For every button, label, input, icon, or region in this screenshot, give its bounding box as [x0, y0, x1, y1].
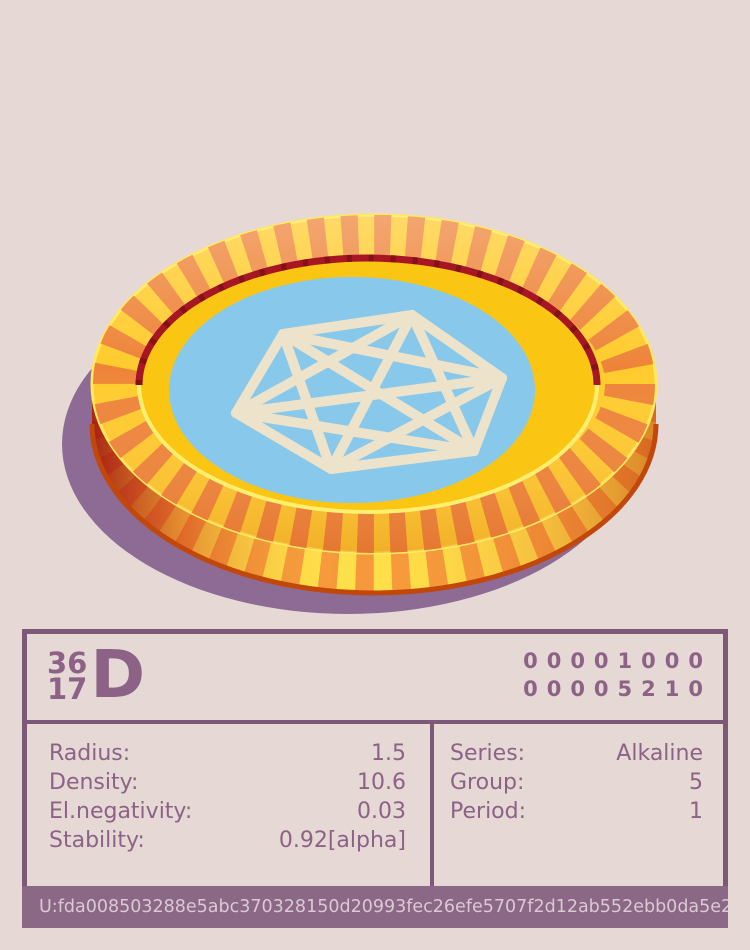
- binary-code-line-1: 00001000: [523, 649, 712, 673]
- property-value: 5: [689, 770, 703, 795]
- property-label: Radius:: [49, 741, 131, 766]
- property-label: Series:: [450, 741, 526, 766]
- property-value: 1: [689, 799, 703, 824]
- property-label: El.negativity:: [49, 799, 193, 824]
- property-value: 10.6: [357, 770, 406, 795]
- column-divider: [430, 724, 434, 887]
- coin-face: [90, 213, 658, 555]
- property-label: Group:: [450, 770, 525, 795]
- property-value: 0.03: [357, 799, 406, 824]
- element-card: 36 17 D 00001000 00005210 Radius: 1.5 De…: [22, 629, 728, 928]
- coin-bottom-rim: [89, 423, 659, 596]
- property-label: Period:: [450, 799, 527, 824]
- coin-recess-stripe-texture: [135, 254, 601, 386]
- nucleon-numbers: 36 17: [47, 643, 88, 706]
- properties-section: Radius: 1.5 Density: 10.6 El.negativity:…: [27, 724, 723, 887]
- property-label: Density:: [49, 770, 139, 795]
- binary-code-block: 00001000 00005210: [523, 647, 712, 703]
- card-header: 36 17 D 00001000 00005210: [27, 634, 723, 720]
- property-row-period: Period: 1: [450, 797, 703, 826]
- property-row-density: Density: 10.6: [49, 768, 406, 797]
- property-row-electronegativity: El.negativity: 0.03: [49, 797, 406, 826]
- binary-code-line-2: 00005210: [523, 677, 712, 701]
- property-row-group: Group: 5: [450, 768, 703, 797]
- coin-recess-highlight-arc: [137, 384, 599, 514]
- header-divider: [27, 720, 723, 724]
- hash-text: U:fda008503288e5abc370328150d20993fec26e…: [39, 897, 728, 917]
- hash-bar: U:fda008503288e5abc370328150d20993fec26e…: [22, 886, 728, 928]
- polyhedron-wireframe-icon: [231, 310, 507, 474]
- element-symbol: D: [90, 636, 146, 713]
- coin-side: [89, 384, 659, 596]
- mass-number: 36: [47, 646, 88, 680]
- property-row-radius: Radius: 1.5: [49, 739, 406, 768]
- property-value: 0.92[alpha]: [278, 828, 406, 853]
- element-symbol-block: 36 17 D: [47, 636, 146, 713]
- properties-column-right: Series: Alkaline Group: 5 Period: 1: [434, 724, 723, 887]
- property-label: Stability:: [49, 828, 145, 853]
- property-row-stability: Stability: 0.92[alpha]: [49, 826, 406, 855]
- atomic-number: 17: [47, 672, 88, 706]
- property-value: 1.5: [371, 741, 406, 766]
- property-row-series: Series: Alkaline: [450, 739, 703, 768]
- property-value: Alkaline: [616, 741, 703, 766]
- properties-column-left: Radius: 1.5 Density: 10.6 El.negativity:…: [27, 724, 430, 887]
